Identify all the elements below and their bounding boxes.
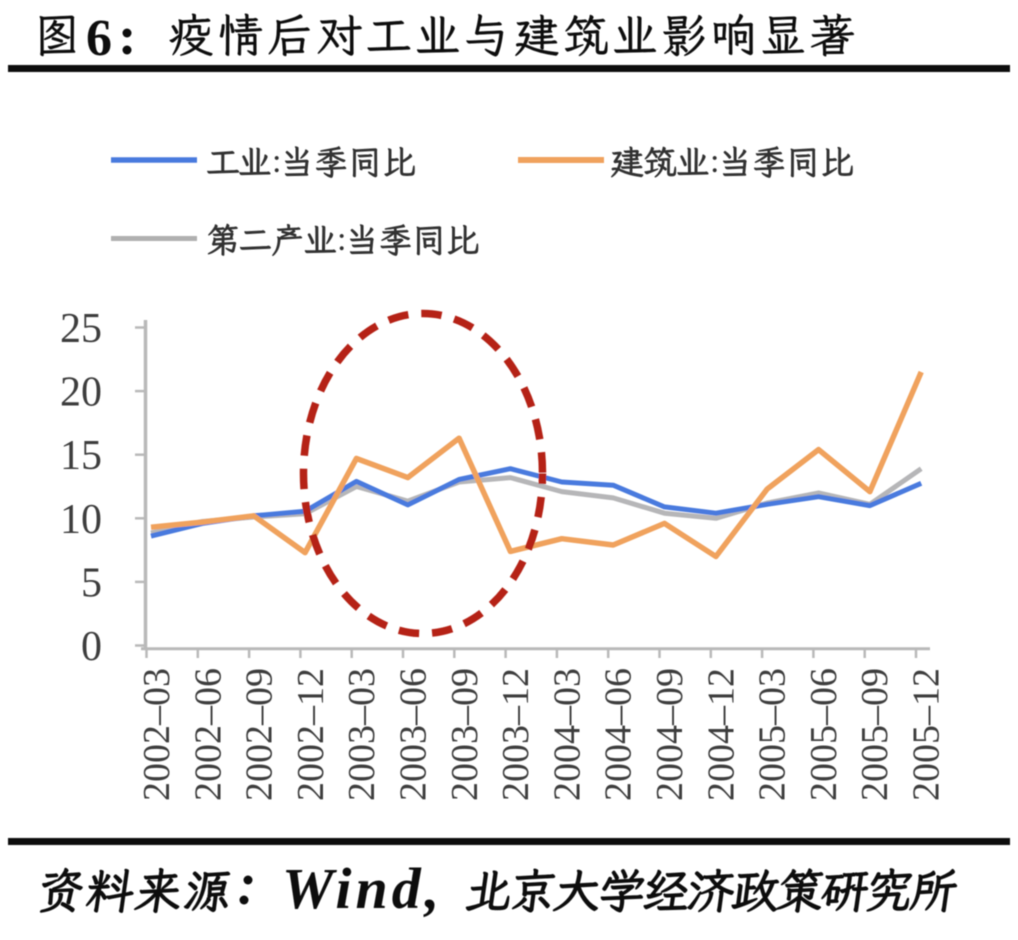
svg-text:2005–12: 2005–12 — [906, 668, 948, 801]
svg-text:2004–12: 2004–12 — [700, 668, 742, 801]
svg-text:2004–03: 2004–03 — [546, 668, 588, 801]
svg-text:10: 10 — [60, 497, 102, 543]
svg-text::: : — [272, 143, 281, 180]
svg-text:2002–03: 2002–03 — [136, 668, 178, 801]
svg-text:25: 25 — [60, 306, 102, 352]
svg-text:2004–09: 2004–09 — [649, 668, 691, 801]
svg-text:2003–12: 2003–12 — [495, 668, 537, 801]
svg-text:15: 15 — [60, 433, 102, 479]
svg-text:2002–06: 2002–06 — [187, 668, 229, 801]
svg-text:2003–03: 2003–03 — [341, 668, 383, 801]
svg-text:2005–06: 2005–06 — [803, 668, 845, 801]
svg-text:Wind,: Wind, — [282, 856, 443, 921]
svg-text:6: 6 — [86, 10, 112, 67]
svg-text:2005–09: 2005–09 — [854, 668, 896, 801]
svg-text:2003–09: 2003–09 — [444, 668, 486, 801]
svg-text:2003–06: 2003–06 — [393, 668, 435, 801]
svg-text:2004–06: 2004–06 — [598, 668, 640, 801]
svg-text:2002–12: 2002–12 — [290, 668, 332, 801]
svg-text:20: 20 — [60, 370, 102, 416]
svg-text:5: 5 — [81, 560, 102, 606]
svg-text:0: 0 — [81, 624, 102, 670]
svg-text:2005–03: 2005–03 — [752, 668, 794, 801]
svg-text::: : — [710, 143, 719, 180]
svg-text:2002–09: 2002–09 — [239, 668, 281, 801]
svg-text::: : — [337, 221, 346, 258]
